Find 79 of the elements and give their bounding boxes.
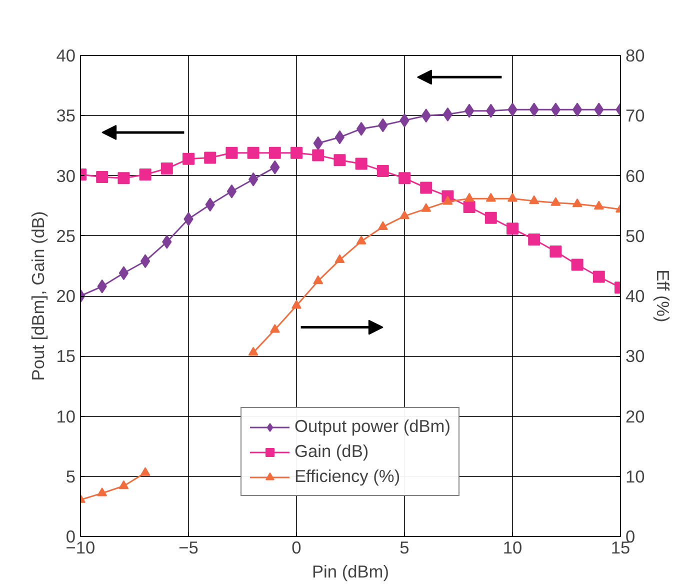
point	[312, 149, 324, 162]
point	[463, 201, 476, 214]
y2-tick-label: 20	[626, 406, 645, 426]
legend-label: Efficiency (%)	[294, 466, 400, 487]
point	[118, 266, 129, 280]
point	[118, 480, 129, 490]
point	[550, 102, 561, 117]
y2-tick-label: 30	[626, 346, 645, 366]
point	[572, 198, 582, 208]
point	[506, 222, 518, 235]
point	[118, 172, 130, 184]
point	[356, 122, 366, 136]
point	[464, 104, 474, 118]
point	[313, 275, 324, 284]
x-axis-title: Pin (dBm)	[312, 562, 390, 582]
y-tick-label: 35	[56, 106, 76, 126]
y-tick-label: 5	[66, 466, 76, 486]
point	[484, 212, 497, 224]
point	[96, 170, 108, 183]
point	[355, 158, 368, 170]
point	[378, 221, 388, 230]
point	[270, 324, 280, 333]
y2-tick-label: 40	[626, 286, 645, 306]
point	[248, 172, 258, 186]
y2-tick-label: 60	[626, 166, 645, 186]
y2-tick-label: 80	[626, 46, 645, 66]
point	[592, 270, 605, 283]
point	[550, 246, 562, 258]
point	[334, 130, 345, 144]
point	[226, 146, 238, 159]
y2-axis-title: Eff (%)	[652, 270, 673, 322]
y2-tick-label: 50	[626, 226, 645, 246]
y-tick-label: 15	[56, 346, 76, 366]
point	[508, 192, 518, 202]
point	[376, 164, 389, 177]
x-tick-label: 10	[502, 538, 522, 558]
legend-label: Gain (dB)	[294, 441, 369, 462]
point	[529, 195, 540, 204]
point	[247, 146, 260, 159]
y-tick-label: 20	[56, 286, 76, 306]
x-tick-label: 5	[400, 538, 410, 558]
point	[292, 300, 302, 309]
point	[334, 154, 346, 166]
point	[442, 196, 453, 205]
point	[594, 200, 604, 210]
point	[248, 346, 258, 356]
point	[356, 236, 366, 244]
point	[420, 182, 432, 194]
point	[268, 146, 281, 159]
point	[140, 467, 150, 476]
point	[139, 168, 152, 181]
point	[464, 192, 474, 202]
legend-label: Output power (dBm)	[294, 416, 451, 437]
y-axis-title: Pout [dBm], Gain (dB)	[28, 211, 48, 381]
y-tick-label: 25	[56, 226, 76, 246]
point	[97, 488, 108, 496]
point	[572, 102, 582, 117]
point	[334, 254, 345, 264]
point	[182, 152, 194, 165]
y2-tick-label: 70	[626, 106, 645, 126]
point	[290, 146, 302, 159]
x-tick-label: 0	[292, 538, 302, 558]
point	[528, 233, 540, 246]
y-tick-label: 30	[56, 166, 76, 186]
point	[160, 162, 173, 175]
y-tick-label: 40	[56, 46, 76, 66]
point	[550, 197, 561, 206]
point	[421, 203, 432, 212]
point	[204, 152, 216, 164]
point	[486, 192, 496, 202]
y2-tick-label: 10	[626, 466, 645, 486]
point	[140, 254, 150, 268]
point	[226, 184, 237, 198]
point	[400, 210, 410, 220]
point	[398, 172, 410, 184]
point	[442, 107, 453, 122]
x-tick-label: −5	[178, 538, 198, 558]
y-tick-label: 10	[56, 406, 76, 426]
point	[571, 258, 584, 271]
